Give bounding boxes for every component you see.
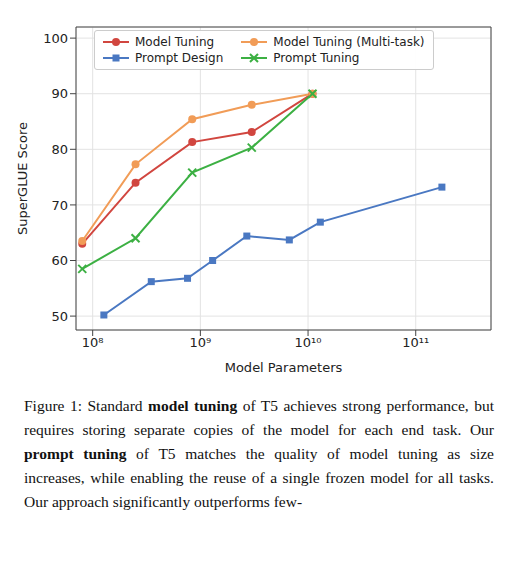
html-text:Model Tuning (Multi-task): Model Tuning (Multi-task) [273, 35, 425, 49]
svg-text:10⁸: 10⁸ [82, 335, 104, 350]
html-text:Prompt Design: Prompt Design [135, 51, 224, 65]
svg-text:80: 80 [51, 142, 68, 157]
svg-text:90: 90 [51, 86, 68, 101]
svg-text:100: 100 [43, 31, 68, 46]
svg-text:10¹⁰: 10¹⁰ [295, 335, 322, 350]
svg-text:70: 70 [51, 198, 68, 213]
html-text:Model Tuning: Model Tuning [135, 35, 215, 49]
html-text:Prompt Tuning: Prompt Tuning [273, 51, 360, 65]
svg-text:10⁹: 10⁹ [189, 335, 211, 350]
html-text:Figure 1: Standard model tunin: Figure 1: Standard model tuning of T5 ac… [24, 397, 494, 438]
svg-text:SuperGLUE Score: SuperGLUE Score [15, 122, 30, 235]
svg-text:50: 50 [51, 309, 68, 324]
svg-text:Model Parameters: Model Parameters [225, 360, 343, 375]
svg-text:10¹¹: 10¹¹ [402, 335, 429, 350]
svg-text:60: 60 [51, 253, 68, 268]
html-text:prompt tuning of T5 matches th: prompt tuning of T5 matches the quality … [24, 445, 494, 510]
